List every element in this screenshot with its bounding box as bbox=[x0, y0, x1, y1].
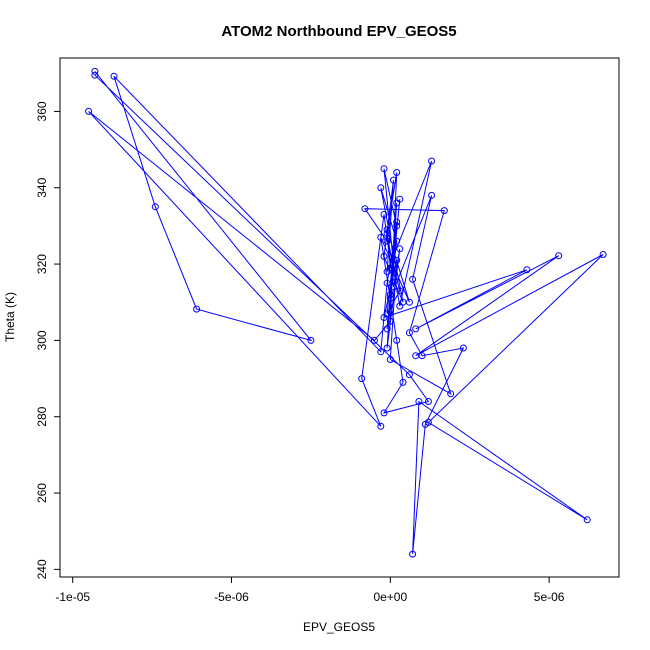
data-point bbox=[377, 233, 385, 241]
data-point bbox=[386, 317, 394, 325]
data-point bbox=[383, 344, 391, 352]
data-point bbox=[383, 310, 391, 318]
data-point bbox=[393, 169, 401, 176]
data-point bbox=[151, 203, 159, 211]
data-point bbox=[393, 199, 401, 207]
data-point bbox=[377, 422, 385, 430]
data-point bbox=[91, 67, 99, 75]
data-point bbox=[377, 184, 385, 192]
data-point bbox=[399, 378, 407, 386]
series-layer bbox=[85, 67, 607, 558]
y-tick-label: 340 bbox=[35, 177, 49, 197]
x-axis: -1e-05 -5e-06 0e+00 5e-06 bbox=[55, 576, 565, 604]
x-tick-label: 5e-06 bbox=[534, 590, 565, 604]
data-point bbox=[599, 251, 607, 258]
y-axis-label: Theta (K) bbox=[3, 292, 17, 342]
data-point bbox=[393, 237, 401, 245]
y-tick-label: 320 bbox=[35, 254, 49, 274]
data-point bbox=[447, 390, 455, 398]
y-tick-label: 260 bbox=[35, 483, 49, 503]
data-point bbox=[91, 71, 99, 79]
data-point bbox=[421, 420, 429, 428]
data-point bbox=[383, 279, 391, 287]
data-point bbox=[393, 222, 401, 230]
data-point bbox=[386, 294, 394, 302]
data-point bbox=[428, 157, 436, 165]
data-point bbox=[358, 375, 366, 383]
data-point bbox=[383, 325, 391, 333]
x-tick-label: 0e+00 bbox=[373, 590, 407, 604]
data-point bbox=[393, 336, 401, 344]
data-point bbox=[396, 287, 404, 295]
data-point bbox=[85, 107, 93, 115]
data-point bbox=[383, 237, 391, 245]
y-tick-label: 300 bbox=[35, 330, 49, 350]
data-point bbox=[405, 298, 413, 306]
data-point bbox=[307, 336, 315, 344]
data-point bbox=[583, 516, 591, 524]
data-point bbox=[390, 283, 397, 291]
data-point bbox=[523, 266, 531, 274]
plot-frame bbox=[59, 57, 620, 578]
data-point bbox=[390, 176, 397, 184]
data-point bbox=[396, 245, 404, 253]
y-axis: 240 260 280 300 320 340 360 bbox=[35, 101, 61, 579]
data-point bbox=[377, 348, 385, 356]
data-point bbox=[555, 252, 563, 260]
data-point bbox=[415, 398, 423, 405]
series-line bbox=[88, 71, 604, 555]
y-tick-label: 280 bbox=[35, 406, 49, 426]
data-point bbox=[405, 329, 413, 337]
data-point bbox=[393, 256, 401, 264]
data-point bbox=[409, 275, 417, 283]
chart-title: ATOM2 Northbound EPV_GEOS5 bbox=[221, 23, 456, 40]
data-point bbox=[459, 344, 467, 352]
x-tick-label: -1e-05 bbox=[55, 590, 90, 604]
data-point bbox=[396, 302, 404, 310]
data-point bbox=[428, 191, 436, 199]
data-point bbox=[405, 371, 413, 379]
data-point bbox=[110, 72, 118, 80]
data-point bbox=[386, 291, 394, 299]
data-point bbox=[383, 226, 391, 234]
data-point bbox=[386, 356, 394, 363]
data-point bbox=[418, 352, 426, 360]
data-point bbox=[380, 252, 388, 260]
data-point bbox=[424, 398, 432, 405]
y-tick-label: 240 bbox=[35, 559, 49, 579]
data-point bbox=[383, 230, 391, 237]
data-point bbox=[380, 165, 388, 173]
data-point bbox=[193, 305, 201, 313]
data-point bbox=[440, 207, 448, 215]
x-tick-label: -5e-06 bbox=[214, 590, 249, 604]
data-point bbox=[386, 264, 394, 272]
data-point bbox=[393, 218, 401, 226]
x-axis-label: EPV_GEOS5 bbox=[303, 620, 375, 634]
data-point bbox=[370, 336, 378, 344]
data-point bbox=[409, 550, 417, 558]
data-point bbox=[412, 325, 420, 333]
data-point bbox=[380, 211, 388, 218]
data-point bbox=[380, 409, 388, 417]
data-point bbox=[361, 205, 369, 213]
y-tick-label: 360 bbox=[35, 101, 49, 121]
